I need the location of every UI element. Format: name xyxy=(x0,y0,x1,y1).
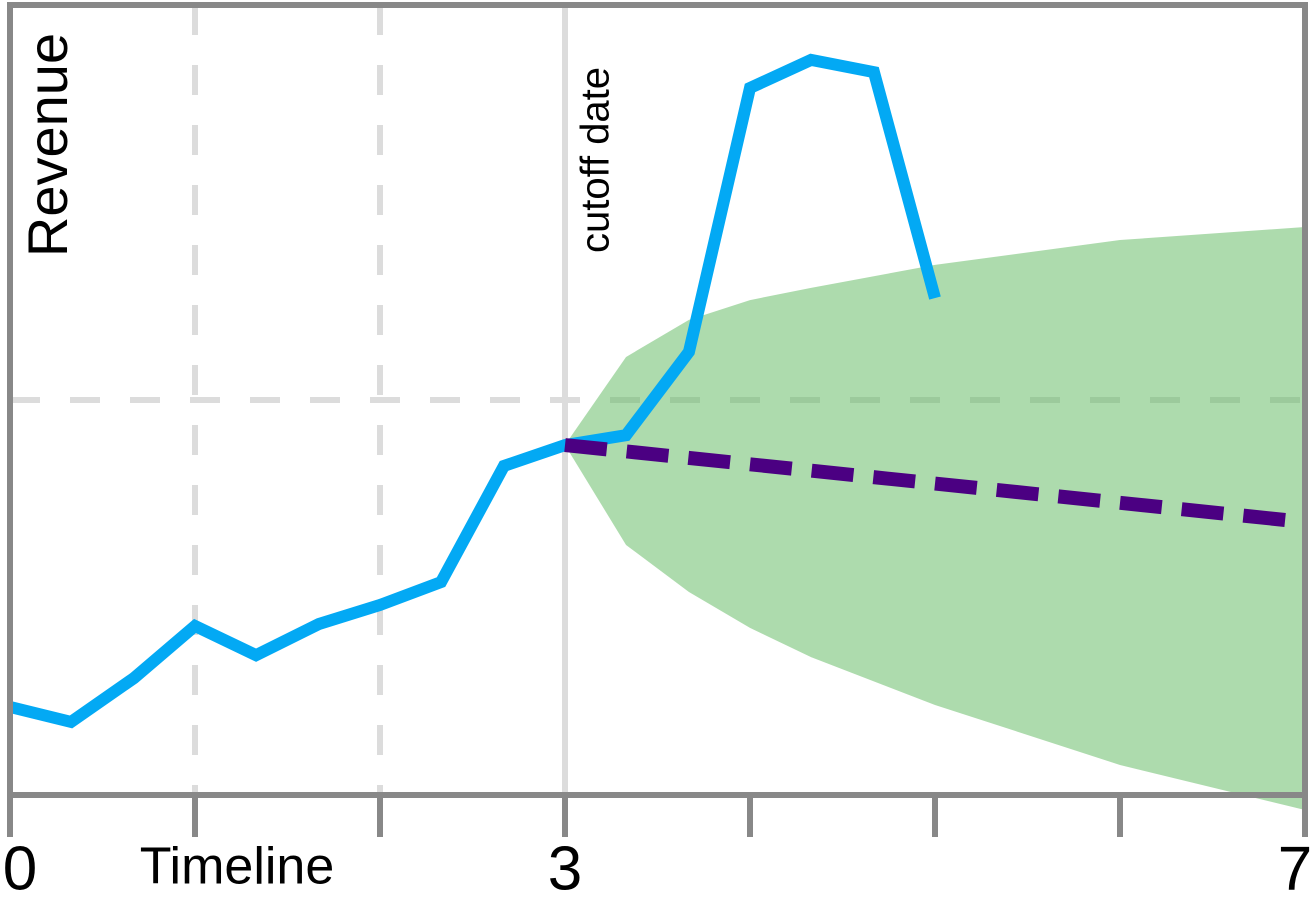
confidence-band xyxy=(565,226,1305,811)
data-line xyxy=(8,53,941,729)
cutoff-annotation: cutoff date xyxy=(574,67,618,253)
x-tick-label: 7 xyxy=(1278,834,1312,903)
x-tick-label: 3 xyxy=(548,834,582,903)
x-axis-label: Timeline xyxy=(140,838,335,896)
x-tick-label: 0 xyxy=(3,834,37,903)
y-axis-label: Revenue xyxy=(16,33,79,257)
plot-frame xyxy=(7,2,1308,798)
